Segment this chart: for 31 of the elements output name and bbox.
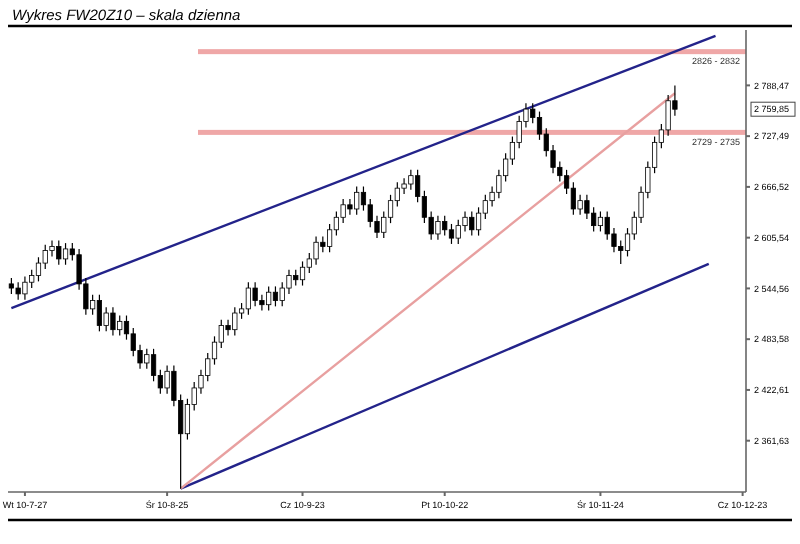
candlestick (225, 319, 231, 337)
candlestick (455, 219, 461, 245)
candlestick (448, 223, 455, 245)
candlestick (577, 194, 583, 216)
candlestick (110, 306, 116, 337)
candlestick (164, 364, 170, 395)
candlestick (96, 294, 102, 332)
candlestick (435, 215, 441, 241)
candlestick (327, 223, 333, 253)
candlestick (252, 281, 258, 307)
candlestick (347, 198, 353, 216)
candlestick (475, 206, 482, 237)
candlestick (62, 242, 69, 266)
candlestick (313, 235, 319, 266)
candlestick (22, 275, 28, 301)
candlestick (56, 240, 62, 266)
candlestick (272, 285, 279, 307)
candlestick (442, 215, 448, 237)
candlestick (299, 260, 306, 287)
candlestick (35, 256, 42, 282)
candlestick (245, 281, 251, 316)
candlestick (597, 210, 604, 233)
candlestick (354, 185, 360, 216)
candlestick (232, 306, 238, 337)
candlestick (117, 314, 123, 337)
candlestick (150, 348, 157, 382)
candlestick (266, 285, 272, 312)
candlestick (103, 306, 109, 332)
candlestick (408, 169, 414, 191)
candlestick (144, 348, 150, 370)
candlestick (469, 210, 475, 237)
